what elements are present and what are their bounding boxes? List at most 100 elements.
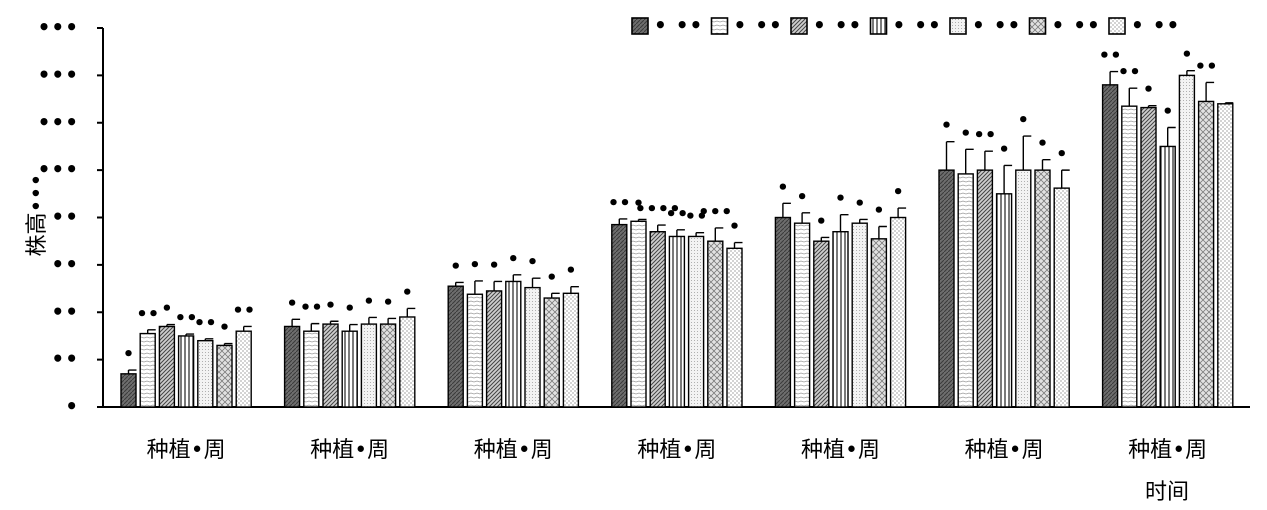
error-bar <box>618 218 628 225</box>
bar <box>505 280 522 408</box>
legend-swatch <box>1108 17 1126 35</box>
error-bar <box>637 218 647 222</box>
error-bar <box>551 292 560 299</box>
legend-swatch <box>790 17 808 35</box>
bar <box>197 339 214 408</box>
error-bar <box>368 316 377 325</box>
error-bar <box>878 225 887 239</box>
significance-label: •• <box>175 308 198 329</box>
error-bar <box>387 317 397 325</box>
error-bar <box>945 141 955 171</box>
bar <box>1053 187 1070 408</box>
error-bar <box>839 213 849 232</box>
error-bar <box>204 338 214 341</box>
bar <box>447 285 464 408</box>
error-bar <box>1128 87 1138 107</box>
legend-label: • •• <box>654 13 703 37</box>
error-bar <box>455 281 464 287</box>
x-category-label: 种植•周 <box>474 438 553 463</box>
bar <box>774 216 792 408</box>
error-bar <box>1003 164 1013 194</box>
x-category-label: 种植•周 <box>147 438 226 463</box>
error-bar <box>406 307 416 317</box>
error-bar <box>695 231 705 237</box>
x-category-label: 种植•周 <box>310 438 389 463</box>
y-tick-label: ••• <box>38 157 79 181</box>
y-tick-label: ••• <box>38 110 79 134</box>
bar <box>726 247 743 408</box>
legend-label: • •• <box>813 13 862 37</box>
legend-swatch <box>949 17 967 35</box>
error-bar <box>1186 69 1195 76</box>
significance-label: • <box>219 318 231 339</box>
significance-label: • <box>546 267 558 288</box>
significance-label: • <box>816 211 828 232</box>
error-bar <box>676 229 685 237</box>
bar <box>813 240 830 408</box>
significance-label: •• <box>973 125 996 146</box>
bar <box>216 344 233 408</box>
significance-label: •• <box>232 300 255 321</box>
significance-label: • <box>835 189 847 210</box>
significance-label: • <box>469 255 481 276</box>
error-bar <box>657 224 666 232</box>
bar <box>1101 84 1119 408</box>
bar <box>1217 103 1234 408</box>
bar <box>995 193 1013 408</box>
bar <box>957 173 974 408</box>
error-bar <box>166 323 175 327</box>
bar <box>283 325 301 408</box>
significance-label: • <box>960 123 972 144</box>
significance-label: • <box>777 177 789 198</box>
bar <box>341 330 358 408</box>
error-bar <box>820 236 830 242</box>
legend-label: • •• <box>972 13 1021 37</box>
significance-label: • <box>450 256 462 277</box>
error-bar <box>570 285 579 294</box>
bar <box>889 216 907 408</box>
error-bar <box>782 202 791 218</box>
significance-label: •• <box>300 298 323 319</box>
error-bar <box>1022 135 1032 171</box>
significance-label: •• <box>1118 62 1141 83</box>
x-category-label: 种植•周 <box>1128 438 1207 463</box>
legend-swatch <box>1028 17 1047 35</box>
error-bar <box>243 325 252 332</box>
significance-label: •• <box>1195 56 1218 77</box>
bar <box>177 335 195 408</box>
bar <box>870 238 888 408</box>
significance-label: • <box>325 295 337 316</box>
y-axis-label: 株高••• <box>25 174 50 257</box>
bar <box>976 169 994 408</box>
error-bar <box>185 333 195 336</box>
x-axis-label: 时间 <box>1145 480 1189 505</box>
error-bar <box>329 320 339 325</box>
significance-label: • <box>1018 110 1030 131</box>
significance-label: • <box>941 116 953 137</box>
significance-label: • <box>161 299 173 320</box>
error-bar <box>1061 169 1070 189</box>
error-bar <box>147 329 156 334</box>
significance-label: • <box>998 139 1010 160</box>
error-bar <box>1041 159 1051 171</box>
bar <box>562 292 580 408</box>
significance-label: • <box>892 182 904 203</box>
bar <box>379 323 397 408</box>
significance-label: •• <box>1099 46 1122 67</box>
significance-label: • <box>1037 134 1049 155</box>
error-bar <box>859 218 868 224</box>
significance-label: • <box>123 344 135 365</box>
legend-label: • •• <box>1052 13 1101 37</box>
significance-label: •• <box>685 207 708 228</box>
bar <box>1178 74 1196 408</box>
bar <box>851 222 868 408</box>
x-categories: 种植•周 种植•周 种植•周 种植•周 种植•周 种植•周 种植•周 <box>147 438 1208 463</box>
significance-label: • <box>363 291 375 312</box>
significance-label: • <box>1162 101 1174 122</box>
significance-label: • <box>344 299 356 320</box>
significance-label: • <box>382 292 394 313</box>
bar <box>399 316 416 408</box>
significance-label: • <box>796 187 808 208</box>
y-tick-label: •• <box>51 252 79 276</box>
